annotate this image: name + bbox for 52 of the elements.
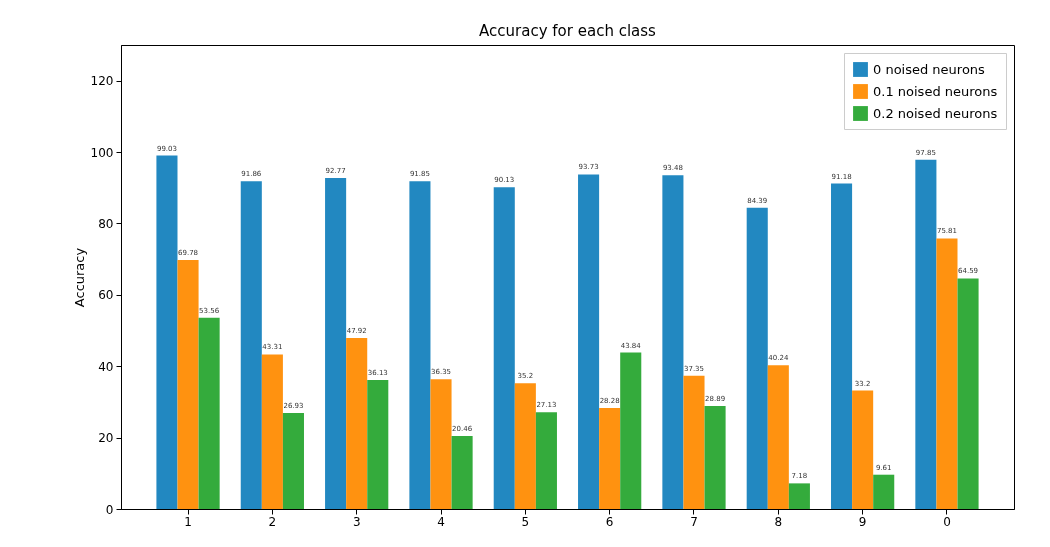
bar (451, 435, 473, 509)
x-tick-label: 3 (352, 514, 361, 529)
bar (240, 181, 262, 509)
bar (177, 259, 199, 509)
bar (599, 408, 621, 509)
bar (346, 337, 368, 509)
bar (957, 278, 979, 509)
bar (282, 412, 304, 509)
bar (514, 383, 536, 509)
bar (831, 183, 853, 509)
x-tick-label: 7 (690, 514, 698, 529)
bar (704, 405, 726, 509)
y-tick-label: 0 (105, 502, 114, 517)
y-tick-label: 100 (90, 145, 114, 160)
bar (746, 207, 768, 509)
bar (852, 390, 874, 509)
bar (325, 177, 347, 509)
bar (620, 352, 642, 509)
x-tick-label: 0 (943, 514, 951, 529)
bar (430, 379, 452, 509)
bar (873, 474, 895, 509)
legend-label: 0.1 noised neurons (873, 83, 998, 99)
x-tick-label: 2 (268, 514, 277, 529)
bar (493, 187, 515, 509)
y-tick-label: 40 (98, 359, 114, 374)
bar (535, 412, 557, 509)
y-tick-label: 120 (90, 74, 114, 89)
x-tick-label: 5 (521, 514, 530, 529)
legend-label: 0 noised neurons (873, 61, 986, 77)
bar (915, 159, 937, 509)
bar (409, 181, 431, 509)
bar (156, 155, 178, 509)
bar (367, 380, 389, 509)
bar (662, 175, 684, 509)
bar (767, 365, 789, 509)
y-tick-label: 20 (98, 431, 114, 446)
y-tick-label: 80 (98, 216, 114, 231)
chart-title: Accuracy for each class (479, 22, 657, 40)
bar (683, 375, 705, 509)
bar (198, 317, 220, 509)
x-tick-label: 9 (858, 514, 867, 529)
bar (578, 174, 600, 509)
x-tick-label: 1 (184, 514, 192, 529)
y-axis-title: Accuracy (71, 247, 87, 308)
bar (261, 354, 283, 509)
legend-label: 0.2 noised neurons (873, 105, 998, 121)
x-tick-label: 8 (774, 514, 783, 529)
bar (788, 483, 810, 509)
y-tick-label: 60 (98, 288, 114, 303)
bar (936, 238, 958, 509)
x-tick-label: 4 (437, 514, 445, 529)
x-tick-label: 6 (605, 514, 614, 529)
